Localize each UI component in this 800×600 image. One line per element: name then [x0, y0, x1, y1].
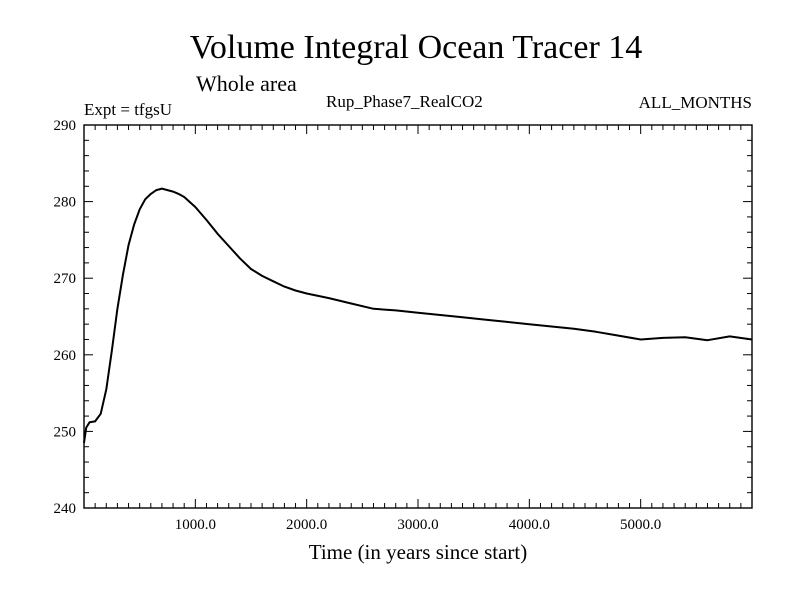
axis-tick-labels: 1000.0 2000.0 3000.0 4000.0 5000.0 240 250 260 2… — [54, 118, 662, 533]
y-tick-label: 290 — [54, 118, 77, 134]
axis-ticks — [84, 125, 752, 508]
months-label: ALL_MONTHS — [639, 93, 752, 112]
chart-subtitle: Whole area — [196, 71, 297, 96]
plot-frame — [83, 124, 753, 509]
y-tick-label: 250 — [54, 424, 77, 440]
x-tick-label: 2000.0 — [286, 517, 327, 533]
y-tick-label: 240 — [54, 501, 77, 517]
experiment-label: Expt = tfgsU — [84, 100, 172, 119]
series-line-tracer-14 — [83, 187, 753, 444]
x-tick-label: 4000.0 — [509, 517, 550, 533]
x-tick-label: 1000.0 — [175, 517, 216, 533]
y-tick-label: 270 — [54, 271, 77, 287]
y-tick-label: 280 — [54, 195, 77, 211]
y-tick-label: 260 — [54, 348, 77, 364]
run-label: Rup_Phase7_RealCO2 — [326, 92, 483, 111]
x-tick-label: 3000.0 — [397, 517, 438, 533]
x-tick-label: 5000.0 — [620, 517, 661, 533]
chart-title: Volume Integral Ocean Tracer 14 — [190, 29, 643, 66]
x-axis-label: Time (in years since start) — [309, 540, 528, 564]
